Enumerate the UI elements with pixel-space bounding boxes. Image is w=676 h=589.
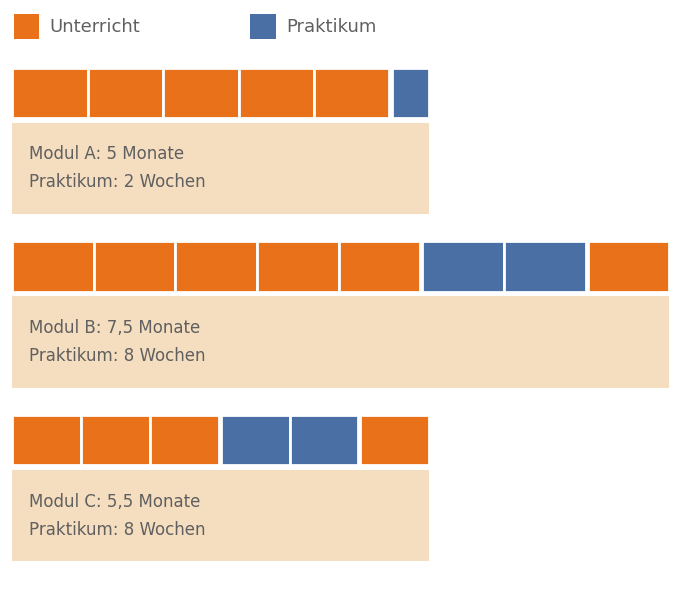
Bar: [587, 241, 669, 292]
Text: Modul C: 5,5 Monate
Praktikum: 8 Wochen: Modul C: 5,5 Monate Praktikum: 8 Wochen: [29, 493, 206, 538]
Bar: [81, 415, 150, 465]
Text: Praktikum: Praktikum: [286, 18, 377, 35]
Bar: [314, 68, 389, 118]
Bar: [339, 241, 420, 292]
Bar: [163, 68, 239, 118]
Text: Unterricht: Unterricht: [49, 18, 140, 35]
Bar: [257, 241, 339, 292]
Bar: [88, 68, 163, 118]
Bar: [14, 14, 39, 39]
Bar: [150, 415, 218, 465]
Bar: [360, 415, 429, 465]
Bar: [12, 415, 81, 465]
Bar: [422, 241, 504, 292]
Bar: [12, 296, 669, 388]
Bar: [12, 241, 94, 292]
Bar: [12, 68, 88, 118]
Bar: [12, 470, 429, 561]
Bar: [250, 14, 276, 39]
Bar: [289, 415, 358, 465]
Bar: [391, 68, 429, 118]
Bar: [175, 241, 257, 292]
Bar: [94, 241, 175, 292]
Bar: [504, 241, 585, 292]
Text: Modul A: 5 Monate
Praktikum: 2 Wochen: Modul A: 5 Monate Praktikum: 2 Wochen: [29, 145, 206, 191]
Bar: [220, 415, 289, 465]
Text: Modul B: 7,5 Monate
Praktikum: 8 Wochen: Modul B: 7,5 Monate Praktikum: 8 Wochen: [29, 319, 206, 365]
Bar: [239, 68, 314, 118]
Bar: [12, 123, 429, 214]
